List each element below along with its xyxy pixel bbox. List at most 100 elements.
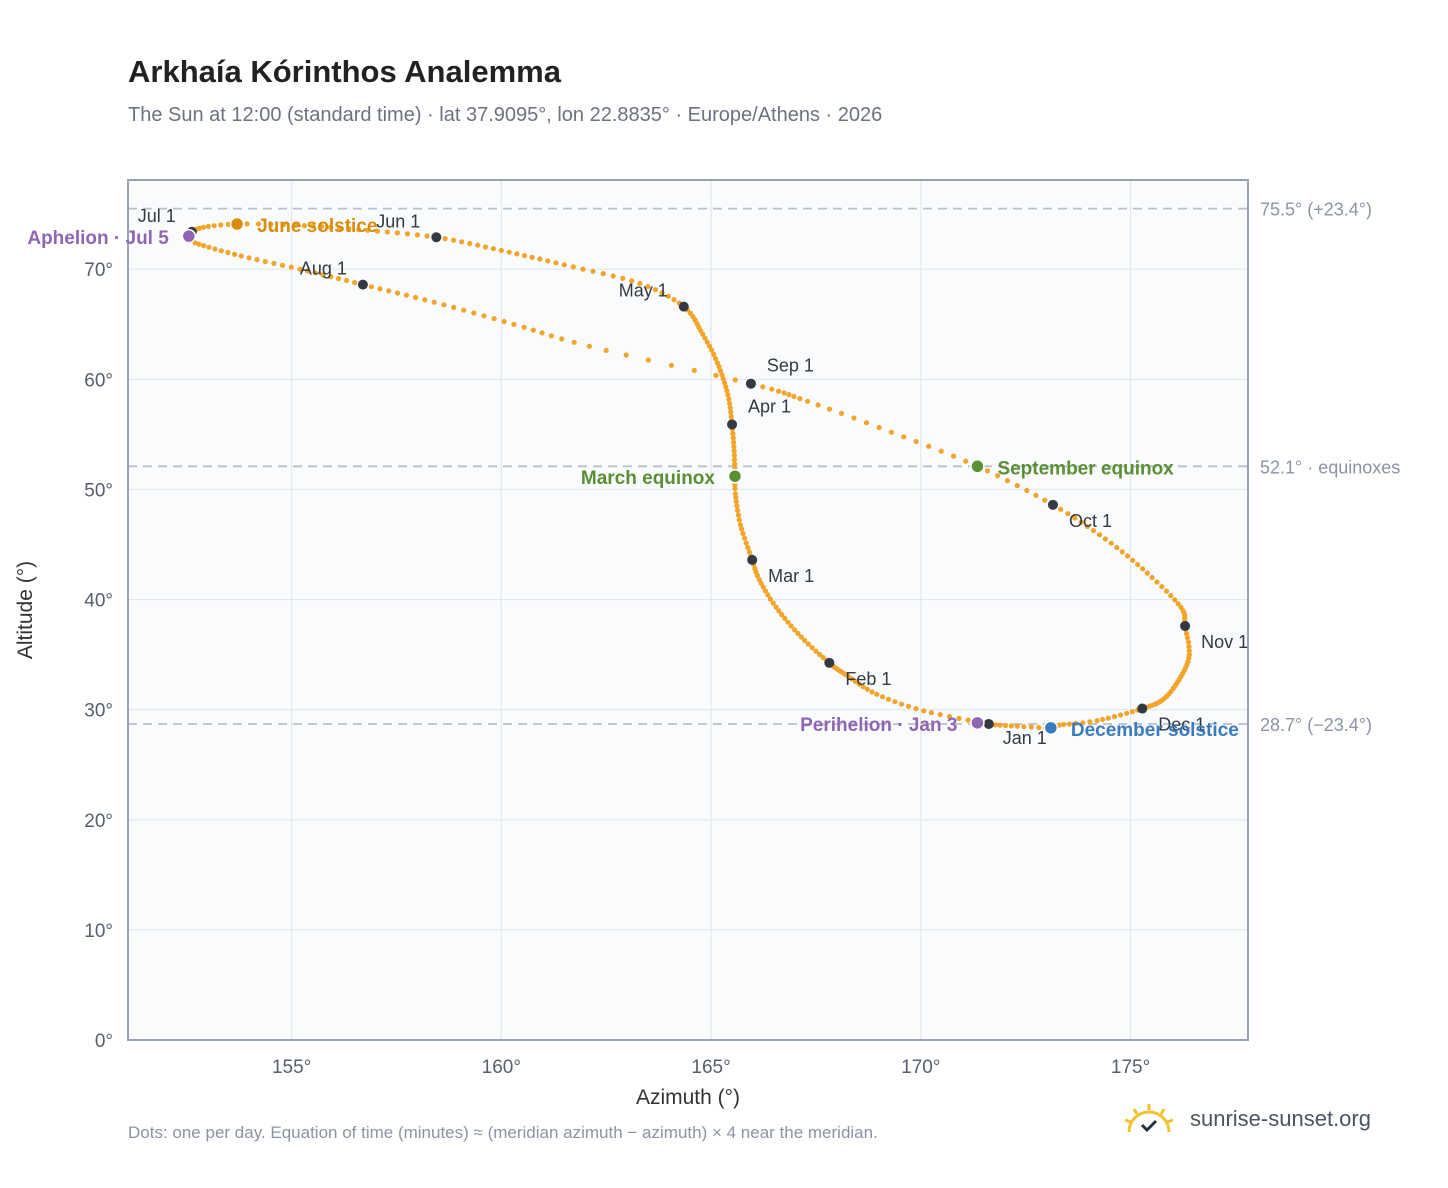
daily-dot [851, 415, 857, 421]
brand[interactable]: sunrise-sunset.org [1122, 1102, 1371, 1136]
event-label: September equinox [997, 458, 1174, 479]
month-marker [983, 718, 994, 729]
daily-dot [1111, 714, 1118, 720]
daily-dot [255, 221, 262, 227]
daily-dot [1184, 631, 1190, 637]
y-tick-label: 20° [84, 811, 113, 832]
daily-dot [797, 396, 803, 402]
daily-dot [603, 347, 609, 353]
daily-dot [737, 522, 744, 528]
daily-dot [312, 270, 318, 276]
daily-dot [668, 362, 675, 368]
daily-dot [782, 615, 788, 622]
daily-dot [1087, 719, 1093, 725]
event-label: March equinox [581, 468, 716, 489]
daily-dot [288, 264, 294, 270]
event-label: December solstice [1071, 720, 1239, 741]
daily-dot [1078, 519, 1084, 525]
daily-dot [731, 452, 738, 458]
reference-line-label: 28.7° (−23.4°) [1260, 715, 1372, 735]
reference-line-label: 75.5° (+23.4°) [1260, 200, 1372, 220]
daily-dot [394, 230, 400, 236]
daily-dot [788, 623, 794, 629]
daily-dot [279, 262, 286, 268]
daily-dot [743, 540, 749, 546]
daily-dot [1033, 492, 1039, 498]
daily-dot [305, 268, 311, 274]
month-marker [745, 378, 756, 389]
daily-dot [805, 398, 811, 404]
daily-dot [736, 517, 742, 523]
daily-dot [665, 293, 671, 299]
daily-dot [268, 221, 274, 227]
month-label: Jan 1 [1003, 728, 1047, 748]
daily-dot [328, 274, 334, 280]
daily-dot [501, 318, 507, 325]
daily-dot [704, 339, 710, 345]
daily-dot [1129, 709, 1135, 715]
daily-dot [506, 249, 512, 255]
daily-dot [1024, 487, 1030, 494]
daily-dot [600, 271, 606, 277]
daily-dot [1096, 532, 1103, 538]
daily-dot [874, 691, 880, 697]
daily-dot [586, 343, 593, 349]
daily-dot [610, 273, 616, 279]
month-marker [431, 232, 442, 243]
daily-dot [320, 272, 326, 278]
daily-dot [723, 384, 729, 390]
daily-dot [760, 584, 766, 590]
daily-dot [876, 424, 882, 431]
daily-dot [346, 226, 352, 232]
daily-dot [310, 223, 316, 229]
daily-dot [815, 402, 821, 408]
daily-dot [491, 316, 497, 322]
daily-dot [717, 368, 724, 374]
daily-dot [1028, 724, 1034, 730]
daily-dot [898, 701, 905, 707]
daily-dot [225, 221, 231, 227]
daily-dot [201, 243, 207, 249]
month-label: Jun 1 [376, 211, 420, 231]
daily-dot [1172, 597, 1178, 603]
month-label: Feb 1 [845, 669, 891, 689]
daily-dot [956, 715, 962, 722]
y-tick-label: 40° [84, 591, 113, 612]
daily-dot [1175, 601, 1181, 607]
daily-dot [645, 357, 651, 363]
daily-dot [196, 241, 202, 247]
daily-dot [335, 276, 342, 282]
daily-dot [913, 438, 919, 445]
daily-dot [212, 246, 218, 252]
daily-dot [773, 604, 779, 610]
event-label: Perihelion · Jan 3 [800, 715, 957, 736]
reference-line-label: 52.1° · equinoxes [1260, 457, 1400, 477]
daily-dot [377, 286, 383, 292]
daily-dot [885, 696, 892, 702]
daily-dot [726, 396, 732, 402]
daily-dot [1130, 557, 1136, 563]
daily-dot [791, 393, 797, 400]
daily-dot [271, 260, 277, 266]
y-tick-label: 0° [95, 1031, 113, 1052]
daily-dot [414, 232, 421, 238]
daily-dot [770, 600, 776, 606]
daily-dot [724, 388, 730, 394]
daily-dot [352, 280, 358, 286]
daily-dot [1094, 718, 1100, 724]
chart-subtitle: The Sun at 12:00 (standard time) · lat 3… [128, 104, 883, 126]
daily-dot [776, 388, 782, 394]
daily-dot [1084, 523, 1091, 530]
footnote: Dots: one per day. Equation of time (min… [128, 1123, 878, 1142]
daily-dot [745, 545, 751, 551]
daily-dot [691, 367, 697, 373]
daily-dot [450, 237, 457, 243]
daily-dot [297, 266, 303, 272]
daily-dot [1108, 540, 1114, 546]
daily-dot [735, 512, 742, 518]
daily-dot [921, 708, 927, 714]
daily-dot [623, 352, 629, 358]
daily-dot [901, 434, 907, 440]
month-marker [1137, 703, 1148, 714]
